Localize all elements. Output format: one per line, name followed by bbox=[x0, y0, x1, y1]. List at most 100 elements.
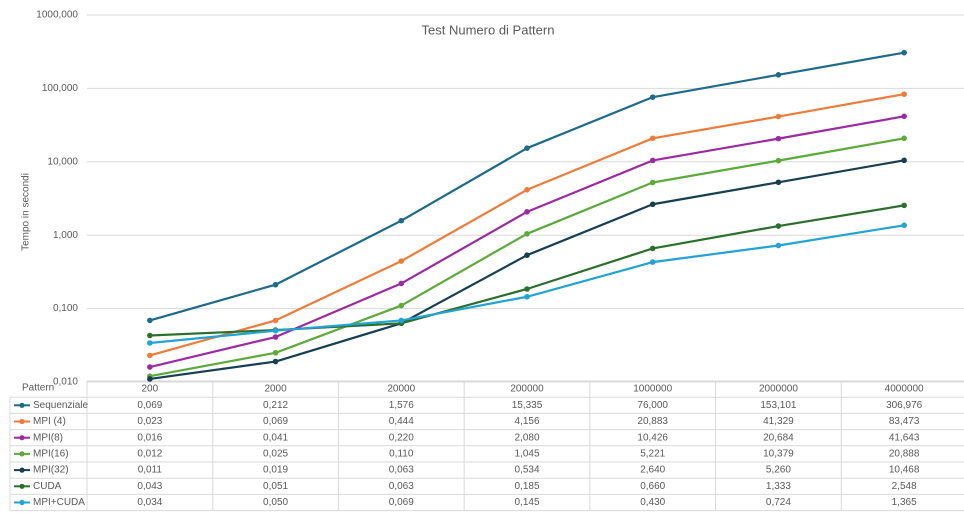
x-tick-label: 1000000 bbox=[633, 384, 672, 395]
data-point bbox=[901, 91, 907, 97]
data-point bbox=[775, 135, 782, 142]
data-point bbox=[272, 349, 279, 356]
table-cell: 10,468 bbox=[889, 465, 920, 476]
table-cell: 15,335 bbox=[512, 400, 543, 411]
data-point bbox=[649, 259, 656, 265]
table-cell: 0,145 bbox=[514, 497, 539, 508]
table-cell: 0,444 bbox=[389, 416, 414, 427]
data-point bbox=[147, 364, 153, 370]
table-cell: 0,050 bbox=[263, 497, 288, 508]
series-line bbox=[149, 51, 905, 322]
x-tick-label: 2000000 bbox=[759, 384, 798, 395]
table-cell: 0,034 bbox=[137, 497, 162, 508]
y-tick-label: 1,000 bbox=[53, 230, 78, 241]
series-line bbox=[149, 204, 905, 337]
data-point bbox=[272, 334, 279, 340]
table-cell: 1,576 bbox=[389, 400, 414, 411]
table-cell: 0,534 bbox=[514, 465, 539, 476]
legend-label: MPI+CUDA bbox=[33, 497, 85, 508]
legend-marker bbox=[19, 483, 25, 489]
table-cell: 20,888 bbox=[889, 449, 920, 460]
table-cell: 0,069 bbox=[389, 497, 414, 508]
table-header: Pattern bbox=[22, 383, 54, 394]
data-point bbox=[901, 157, 907, 164]
table-cell: 0,220 bbox=[389, 432, 414, 443]
table-cell: 76,000 bbox=[637, 400, 668, 411]
legend-marker bbox=[19, 451, 25, 457]
table-cell: 41,643 bbox=[889, 432, 920, 443]
y-tick-label: 0,100 bbox=[53, 303, 78, 314]
table-cell: 2,640 bbox=[640, 465, 665, 476]
table-cell: 0,023 bbox=[137, 416, 162, 427]
legend-label: MPI(16) bbox=[33, 449, 69, 460]
table-cell: 83,473 bbox=[889, 416, 920, 427]
table-cell: 0,212 bbox=[263, 400, 288, 411]
data-point bbox=[524, 230, 530, 237]
table-cell: 2,080 bbox=[514, 432, 539, 443]
data-point bbox=[398, 217, 405, 224]
table-cell: 0,051 bbox=[263, 481, 288, 492]
data-point bbox=[649, 245, 656, 252]
data-point bbox=[147, 332, 153, 339]
legend-marker bbox=[19, 435, 25, 441]
table-cell: 0,063 bbox=[389, 481, 414, 492]
data-point bbox=[775, 72, 782, 78]
table-cell: 1,045 bbox=[514, 449, 539, 460]
table-cell: 41,329 bbox=[763, 416, 794, 427]
table-cell: 0,063 bbox=[389, 465, 414, 476]
table-cell: 0,043 bbox=[137, 481, 162, 492]
data-point bbox=[901, 135, 907, 142]
data-point bbox=[649, 201, 656, 208]
table-cell: 5,221 bbox=[640, 449, 665, 460]
y-tick-label: 10,000 bbox=[47, 156, 78, 167]
data-point bbox=[649, 179, 656, 186]
data-point bbox=[398, 280, 405, 287]
data-point bbox=[649, 94, 656, 100]
table-cell: 0,185 bbox=[514, 481, 539, 492]
legend-marker bbox=[19, 402, 25, 408]
y-tick-label: 100,000 bbox=[42, 83, 79, 94]
data-point bbox=[901, 202, 907, 209]
table-cell: 306,976 bbox=[886, 400, 923, 411]
data-point bbox=[901, 113, 907, 120]
legend-label: MPI(8) bbox=[33, 432, 63, 443]
table-cell: 0,430 bbox=[640, 497, 665, 508]
data-point bbox=[775, 223, 782, 229]
table-cell: 4,156 bbox=[514, 416, 539, 427]
table-cell: 0,019 bbox=[263, 465, 288, 476]
data-point bbox=[272, 358, 279, 365]
table-cell: 0,069 bbox=[263, 416, 288, 427]
data-point bbox=[524, 209, 530, 215]
table-cell: 0,011 bbox=[138, 465, 163, 476]
table-cell: 153,101 bbox=[760, 400, 797, 411]
table-cell: 1,333 bbox=[766, 481, 791, 492]
series-line bbox=[149, 159, 905, 381]
data-point bbox=[524, 286, 530, 292]
table-cell: 10,379 bbox=[763, 449, 794, 460]
data-point bbox=[272, 327, 279, 334]
data-point bbox=[524, 293, 530, 300]
data-point bbox=[649, 135, 656, 142]
chart-title: Test Numero di Pattern bbox=[422, 22, 555, 37]
data-point bbox=[775, 157, 782, 164]
data-point bbox=[398, 317, 405, 324]
data-point bbox=[272, 281, 279, 288]
table-cell: 20,684 bbox=[763, 432, 794, 443]
data-point bbox=[147, 340, 153, 346]
y-tick-label: 0,010 bbox=[53, 377, 78, 388]
table-cell: 20,883 bbox=[637, 416, 668, 427]
series-line bbox=[149, 115, 905, 369]
x-tick-label: 2000 bbox=[264, 384, 287, 395]
data-point bbox=[272, 317, 279, 324]
table-cell: 0,724 bbox=[766, 497, 791, 508]
data-point bbox=[775, 113, 782, 120]
table-cell: 0,041 bbox=[263, 432, 288, 443]
data-point bbox=[147, 376, 153, 382]
table-cell: 0,660 bbox=[640, 481, 665, 492]
legend-marker bbox=[19, 467, 25, 473]
data-point bbox=[775, 179, 782, 186]
table-cell: 0,069 bbox=[137, 400, 162, 411]
table-cell: 2,548 bbox=[892, 481, 917, 492]
legend-label: Sequenziale bbox=[33, 400, 88, 411]
